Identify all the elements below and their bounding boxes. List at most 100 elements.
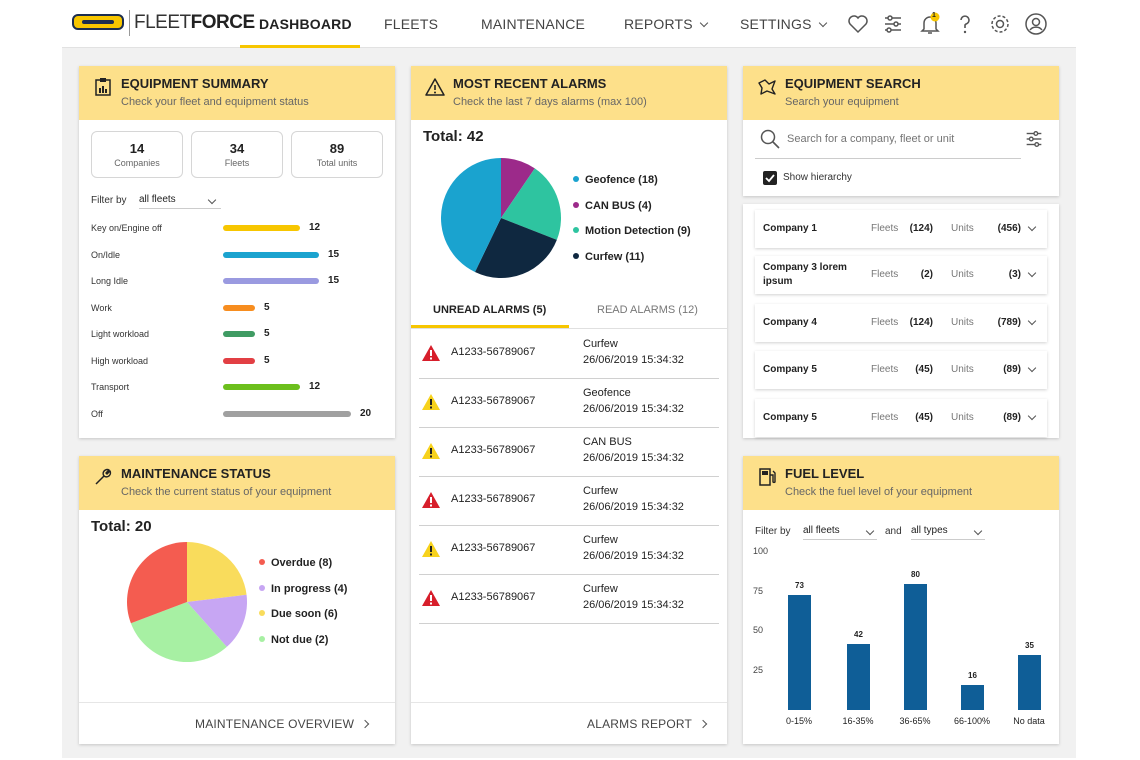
alarms-report-link[interactable]: ALARMS REPORT (587, 717, 708, 731)
alarm-date: 26/06/2019 15:34:32 (583, 550, 684, 562)
legend-dot (573, 201, 579, 208)
fuel-pump-icon (759, 468, 776, 486)
card-header: EQUIPMENT SUMMARY Check your fleet and e… (79, 66, 395, 120)
legend-dot (573, 252, 579, 259)
filter-sliders-icon[interactable] (1023, 128, 1045, 150)
stat-value: 89 (329, 141, 345, 156)
maintenance-pie-slice (127, 542, 187, 624)
show-hierarchy-checkbox[interactable] (763, 171, 777, 185)
company-name: Company 5 (763, 412, 817, 423)
equipment-summary-card: EQUIPMENT SUMMARY Check your fleet and e… (79, 66, 395, 438)
alarm-row[interactable]: A1233-56789067 CAN BUS 26/06/2019 15:34:32 (419, 428, 719, 477)
card-subtitle: Check the last 7 days alarms (max 100) (453, 96, 647, 108)
stat-fleets[interactable]: 34 Fleets (191, 131, 283, 178)
card-subtitle: Check the current status of your equipme… (121, 486, 332, 498)
alert-yellow-icon (422, 541, 440, 557)
tab-read-alarms[interactable]: READ ALARMS (12) (597, 304, 698, 316)
y-tick-label: 100 (753, 546, 769, 556)
legend-item: Due soon (6) (259, 608, 338, 620)
x-tick-label: 36-65% (899, 716, 931, 726)
units-count: (89) (1003, 412, 1021, 423)
y-tick-label: 25 (753, 664, 764, 675)
company-row[interactable]: Company 4 Fleets (124) Units (789) (755, 304, 1047, 342)
x-tick-label: No data (1013, 716, 1045, 726)
x-tick-label: 0-15% (785, 716, 812, 726)
logo-divider (129, 10, 130, 36)
clipboard-chart-icon (95, 78, 111, 96)
units-count: (456) (997, 223, 1021, 234)
status-label: Off (91, 408, 103, 419)
new-holland-logo (72, 14, 124, 30)
legend-label: Curfew (11) (585, 250, 645, 263)
company-row[interactable]: Company 5 Fleets (45) Units (89) (755, 351, 1047, 389)
status-label: Key on/Engine off (91, 223, 162, 233)
stat-companies[interactable]: 14 Companies (91, 131, 183, 178)
footer-divider (411, 702, 727, 703)
status-value: 5 (264, 354, 270, 366)
card-subtitle: Search your equipment (785, 96, 899, 108)
status-value: 20 (360, 407, 372, 419)
company-row[interactable]: Company 5 Fleets (45) Units (89) (755, 399, 1047, 437)
nav-maintenance[interactable]: MAINTENANCE (481, 16, 586, 32)
alarm-type: Curfew (583, 583, 618, 595)
alarm-row[interactable]: A1233-56789067 Curfew 26/06/2019 15:34:32 (419, 477, 719, 526)
nav-reports[interactable]: REPORTS (624, 16, 709, 32)
chevron-down-icon[interactable] (1027, 411, 1037, 421)
chevron-down-icon[interactable] (1027, 222, 1037, 232)
alarm-date: 26/06/2019 15:34:32 (583, 501, 684, 513)
card-subtitle: Check the fuel level of your equipment (785, 486, 973, 498)
fleet-filter-select[interactable]: all fleets (139, 194, 221, 209)
stat-total-units[interactable]: 89 Total units (291, 131, 383, 178)
legend-item: Geofence (18) (573, 174, 658, 186)
y-tick-label: 75 (753, 585, 764, 596)
chevron-down-icon (973, 526, 983, 536)
fuel-type-filter-select[interactable]: all types (911, 525, 985, 540)
fleets-label: Fleets (871, 317, 899, 328)
legend-label: Geofence (18) (585, 174, 658, 186)
heart-icon[interactable] (846, 12, 870, 36)
fleets-count: (45) (915, 412, 933, 423)
units-count: (89) (1003, 364, 1021, 375)
tab-unread-alarms[interactable]: UNREAD ALARMS (5) (433, 304, 547, 316)
alarm-pie-slice (501, 168, 561, 240)
nav-settings[interactable]: SETTINGS (740, 16, 827, 32)
fuel-type-filter-value: all types (911, 525, 948, 536)
nav-dashboard[interactable]: DASHBOARD (259, 16, 352, 32)
gear-icon[interactable] (988, 12, 1012, 36)
user-avatar-icon[interactable] (1024, 12, 1048, 36)
status-label: Transport (91, 382, 130, 392)
bell-icon[interactable] (918, 12, 942, 36)
help-icon[interactable] (953, 12, 977, 36)
status-value: 5 (264, 328, 270, 339)
fleetforce-logo[interactable]: FLEETFORCE (134, 12, 255, 33)
alarm-type: Curfew (583, 338, 618, 350)
legend-item: CAN BUS (4) (573, 200, 652, 212)
equipment-search-input[interactable] (787, 128, 1007, 150)
fleet-filter-value: all fleets (139, 194, 176, 205)
sliders-icon[interactable] (881, 12, 905, 36)
fuel-level-card: FUEL LEVEL Check the fuel level of your … (743, 456, 1059, 744)
fleets-count: (2) (920, 269, 933, 280)
maintenance-status-card: MAINTENANCE STATUS Check the current sta… (79, 456, 395, 744)
chevron-down-icon[interactable] (1027, 268, 1037, 278)
chevron-down-icon[interactable] (1027, 363, 1037, 373)
alarm-row[interactable]: A1233-56789067 Curfew 26/06/2019 15:34:32 (419, 330, 719, 379)
map-pin-icon (758, 79, 776, 95)
legend-label: Due soon (6) (271, 608, 338, 620)
fuel-fleet-filter-select[interactable]: all fleets (803, 525, 877, 540)
alarm-row[interactable]: A1233-56789067 Curfew 26/06/2019 15:34:32 (419, 526, 719, 575)
nav-fleets[interactable]: FLEETS (384, 16, 439, 32)
stat-value: 34 (229, 141, 245, 156)
alarm-row[interactable]: A1233-56789067 Curfew 26/06/2019 15:34:32 (419, 575, 719, 624)
legend-item: Curfew (11) (573, 251, 644, 263)
status-label: Work (91, 302, 112, 313)
maintenance-overview-link[interactable]: MAINTENANCE OVERVIEW (195, 717, 370, 731)
company-row[interactable]: Company 3 lorem ipsum Fleets (2) Units (3) (755, 256, 1047, 294)
chevron-down-icon[interactable] (1027, 316, 1037, 326)
alarm-type: Curfew (583, 534, 618, 546)
company-row[interactable]: Company 1 Fleets (124) Units (456) (755, 210, 1047, 248)
alarm-id: A1233-56789067 (451, 444, 536, 456)
status-label: High workload (91, 355, 149, 366)
alarm-row[interactable]: A1233-56789067 Geofence 26/06/2019 15:34:3… (419, 379, 719, 428)
tab-active-indicator (411, 325, 569, 328)
